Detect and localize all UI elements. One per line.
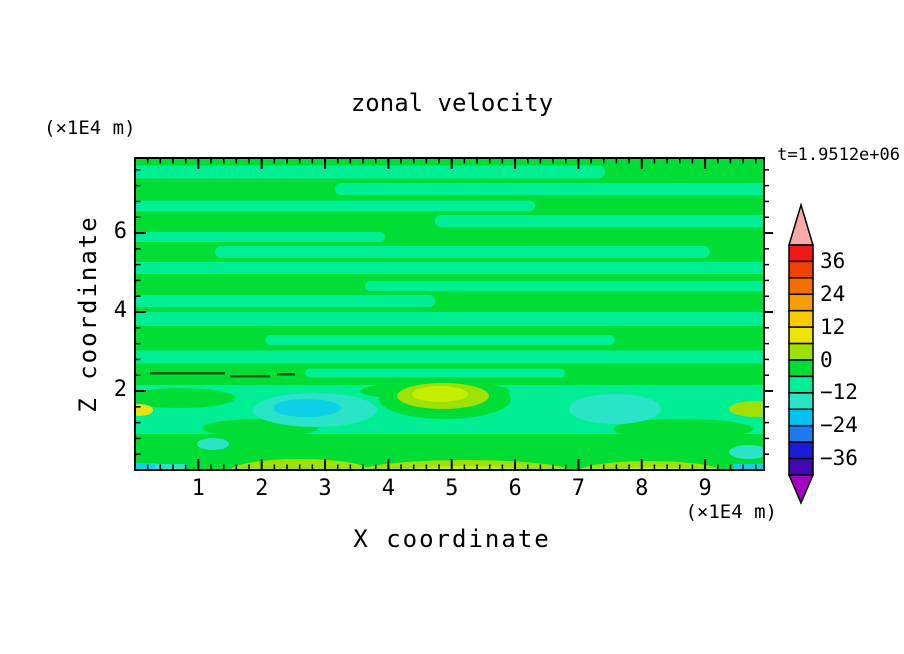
field-streak (135, 262, 764, 274)
field-streak (135, 165, 605, 179)
y-axis-title: Z coordinate (74, 215, 102, 413)
x-axis-unit-label: (×1E4 m) (685, 501, 777, 523)
colorbar-segment (788, 392, 814, 411)
colorbar-segment (788, 309, 814, 328)
field-streak (135, 350, 764, 364)
colorbar-segment (788, 244, 814, 263)
colorbar-segment (788, 260, 814, 279)
field-blob (197, 438, 229, 450)
y-tick-label-4: 4 (113, 298, 127, 323)
x-tick-label-6: 6 (508, 476, 522, 501)
colorbar-label-36: 36 (820, 248, 846, 273)
field-blob (135, 404, 153, 416)
colorbar-segment (788, 441, 814, 460)
field-streak (135, 200, 535, 212)
x-tick-label-8: 8 (635, 476, 649, 501)
field-blob (412, 386, 468, 402)
field-blob (155, 464, 187, 470)
field-blob (273, 399, 341, 417)
field-streak (435, 215, 764, 227)
x-tick-label-7: 7 (571, 476, 586, 501)
colorbar-segment (788, 293, 814, 312)
x-tick-label-3: 3 (318, 476, 332, 501)
field-streak (215, 246, 710, 258)
colorbar-label-12: 12 (820, 314, 846, 339)
plot-frame (134, 157, 765, 471)
field-blob (613, 419, 753, 439)
colorbar-segment (788, 277, 814, 296)
field-blob (579, 461, 721, 470)
field-blob (277, 373, 295, 376)
x-tick-label-4: 4 (381, 476, 396, 501)
field-streak (135, 312, 764, 326)
colorbar-label--24: −24 (820, 413, 858, 438)
colorbar-segment (788, 457, 814, 476)
colorbar-over-arrow (787, 202, 815, 246)
chart-title: zonal velocity (350, 89, 554, 117)
field-streak (135, 232, 385, 242)
axes (134, 157, 773, 471)
colorbar-segment (788, 359, 814, 378)
x-tick-label-2: 2 (255, 476, 269, 501)
x-tick-label-5: 5 (445, 476, 459, 501)
y-tick-label-2: 2 (113, 377, 127, 402)
field-blob (230, 375, 270, 378)
field-blob (733, 464, 764, 470)
field-streak (265, 335, 615, 345)
field-blob (135, 463, 157, 470)
colorbar-segment (788, 375, 814, 394)
colorbar (787, 202, 815, 505)
colorbar-under-arrow (787, 474, 815, 505)
x-axis-title: X coordinate (353, 525, 551, 553)
field-blob (729, 401, 764, 417)
field-blob (729, 445, 764, 459)
colorbar-label-24: 24 (820, 281, 846, 306)
contour-field (135, 158, 764, 470)
field-blob (150, 372, 225, 375)
time-annotation: t=1.9512e+06 (777, 145, 900, 165)
field-streak (365, 281, 764, 291)
colorbar-label-0: 0 (820, 347, 833, 372)
colorbar-segment (788, 408, 814, 427)
colorbar-segment (788, 424, 814, 443)
y-axis-unit-label: (×1E4 m) (44, 117, 136, 139)
field-streak (135, 295, 435, 307)
colorbar-segment (788, 326, 814, 345)
x-tick-label-9: 9 (698, 476, 712, 501)
field-streak (335, 183, 764, 195)
x-tick-label-1: 1 (191, 476, 205, 501)
field-blob (135, 388, 235, 408)
field-streak (305, 368, 565, 378)
field-blob (569, 394, 661, 424)
y-tick-label-6: 6 (113, 219, 127, 244)
colorbar-segment (788, 342, 814, 361)
colorbar-label--12: −12 (820, 380, 858, 405)
colorbar-label--36: −36 (820, 446, 858, 471)
